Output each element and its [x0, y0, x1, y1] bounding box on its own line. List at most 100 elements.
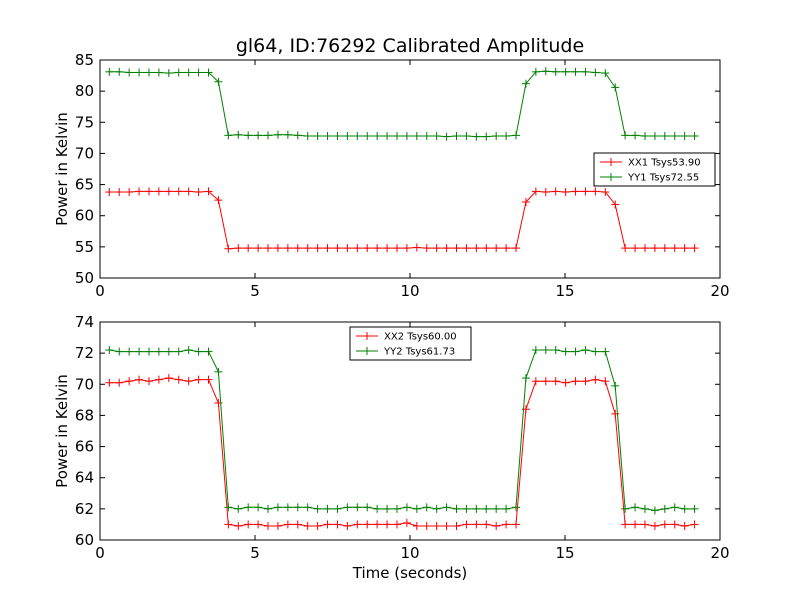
y-tick-label: 64 [75, 469, 94, 487]
data-point [492, 504, 501, 513]
data-point [581, 377, 590, 386]
data-point [353, 244, 362, 253]
legend-label: YY2 Tsys61.73 [383, 347, 455, 358]
data-point [472, 520, 481, 529]
data-point [115, 347, 124, 356]
data-point [214, 196, 223, 205]
data-point [204, 187, 213, 196]
data-point [194, 188, 203, 197]
data-point [482, 504, 491, 513]
data-point [631, 503, 640, 512]
x-tick-label: 0 [95, 544, 105, 562]
data-point [125, 347, 134, 356]
data-point [254, 503, 263, 512]
data-point [164, 374, 173, 383]
data-point [264, 504, 273, 513]
data-point [591, 68, 600, 77]
data-point [313, 131, 322, 140]
data-point [412, 504, 421, 513]
data-point [591, 187, 600, 196]
data-point [531, 187, 540, 196]
data-point [492, 244, 501, 253]
data-point [164, 347, 173, 356]
data-point [432, 131, 441, 140]
y-tick-label: 62 [75, 500, 94, 518]
data-point [531, 377, 540, 386]
data-point [283, 503, 292, 512]
data-point [650, 521, 659, 530]
data-point [283, 244, 292, 253]
data-point [482, 132, 491, 141]
data-point [392, 131, 401, 140]
data-point [293, 131, 302, 140]
data-point [164, 187, 173, 196]
y-tick-label: 65 [75, 176, 94, 194]
data-point [194, 375, 203, 384]
data-point [452, 131, 461, 140]
data-point [581, 67, 590, 76]
data-point [244, 503, 253, 512]
data-point [621, 504, 630, 513]
y-tick-label: 66 [75, 438, 94, 456]
data-point [303, 244, 312, 253]
data-point [273, 521, 282, 530]
data-point [402, 503, 411, 512]
x-tick-label: 20 [710, 282, 729, 300]
data-point [333, 504, 342, 513]
data-point [472, 504, 481, 513]
chart-panel-1: 0 5 10 15 20 50 55 60 65 70 75 80 85 gl64, ID:76292 C… [53, 35, 730, 300]
y-tick-label: 55 [75, 238, 94, 256]
data-point [343, 503, 352, 512]
data-point [472, 244, 481, 253]
data-point [164, 69, 173, 78]
data-point [273, 244, 282, 253]
data-point [621, 244, 630, 253]
data-point [492, 521, 501, 530]
data-point [353, 131, 362, 140]
data-point [373, 244, 382, 253]
data-point [561, 67, 570, 76]
data-point [323, 131, 332, 140]
data-point [264, 244, 273, 253]
data-point [214, 367, 223, 376]
data-point [184, 187, 193, 196]
data-point [254, 520, 263, 529]
data-point [105, 188, 114, 197]
data-point [680, 131, 689, 140]
data-point [601, 188, 610, 197]
data-point [135, 347, 144, 356]
data-point [224, 131, 233, 140]
data-point [234, 521, 243, 530]
y-tick-label: 75 [75, 113, 94, 131]
y-axis-label: Power in Kelvin [53, 112, 71, 226]
legend-box [349, 326, 472, 361]
data-point [452, 521, 461, 530]
data-point [670, 503, 679, 512]
data-point [224, 503, 233, 512]
data-point [452, 504, 461, 513]
data-point [601, 347, 610, 356]
chart-panel-2: 0 5 10 15 20 60 62 64 66 68 70 72 74 Power in Kelvin T… [53, 313, 730, 582]
data-point [244, 520, 253, 529]
data-point [154, 375, 163, 384]
data-point [670, 131, 679, 140]
data-point [660, 520, 669, 529]
series-line-xx1 [109, 190, 695, 250]
data-point [373, 131, 382, 140]
data-point [363, 244, 372, 253]
data-point [333, 131, 342, 140]
data-point [135, 68, 144, 77]
data-point [660, 131, 669, 140]
data-point [323, 520, 332, 529]
data-point [105, 378, 114, 387]
data-point [591, 347, 600, 356]
data-point [492, 131, 501, 140]
data-point [521, 198, 530, 207]
data-point [581, 346, 590, 355]
data-point [482, 520, 491, 529]
data-point [591, 375, 600, 384]
data-point [115, 188, 124, 197]
data-point [521, 79, 530, 88]
data-point [561, 378, 570, 387]
y-tick-label: 80 [75, 82, 94, 100]
